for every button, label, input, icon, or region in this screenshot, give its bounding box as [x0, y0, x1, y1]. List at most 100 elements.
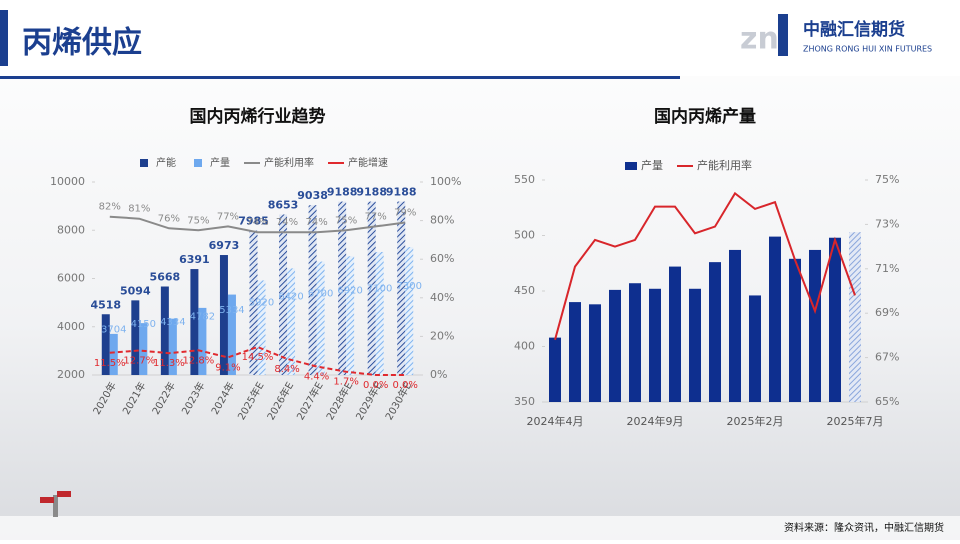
bar	[809, 249, 821, 402]
bar-value-label: 5920	[249, 298, 274, 309]
bar	[649, 288, 661, 402]
bar	[669, 266, 681, 402]
bar-value-label: 4782	[190, 311, 215, 322]
bar-value-label: 9188	[356, 186, 387, 199]
header-accent	[0, 10, 8, 66]
slide-title: 丙烯供应	[22, 26, 142, 61]
header-rule	[0, 76, 680, 79]
y2-tick-label: 69%	[875, 306, 899, 319]
bar-value-label: 6700	[308, 288, 333, 299]
x-tick-label: 2025年2月	[727, 414, 784, 428]
line-value-label: 75%	[187, 215, 209, 226]
y-tick-label: 450	[514, 284, 535, 297]
bar	[101, 314, 110, 375]
line-value-label: 9.1%	[215, 362, 240, 373]
logo-mark: zn	[740, 22, 779, 57]
bar	[316, 261, 325, 375]
y2-tick-label: 60%	[430, 252, 454, 265]
y2-tick-label: 40%	[430, 291, 454, 304]
bar-value-label: 5094	[120, 284, 151, 297]
bar	[190, 269, 199, 375]
logo-subtext: ZHONG RONG HUI XIN FUTURES	[803, 45, 932, 54]
y2-tick-label: 100%	[430, 175, 461, 188]
legend-label: 产能利用率	[264, 156, 314, 169]
y-tick-label: 4000	[57, 320, 85, 333]
bar	[227, 294, 236, 375]
bar	[405, 247, 414, 375]
bar-value-label: 3704	[101, 324, 126, 335]
y-tick-label: 6000	[57, 272, 85, 285]
bar-value-label: 5334	[219, 305, 244, 316]
line-value-label: 1.7%	[333, 377, 358, 388]
line-value-label: 0.0%	[363, 380, 388, 391]
bar	[308, 205, 317, 375]
line-series	[109, 215, 406, 234]
line-value-label: 82%	[99, 202, 121, 213]
bar-value-label: 6973	[209, 239, 240, 252]
y2-tick-label: 65%	[875, 395, 899, 408]
bar	[397, 201, 406, 375]
line-series	[554, 191, 856, 341]
bar-value-label: 7985	[238, 215, 269, 228]
bar-value-label: 4518	[90, 298, 121, 311]
y-tick-label: 350	[514, 395, 535, 408]
x-tick-label: 2025年7月	[827, 414, 884, 428]
y-tick-label: 2000	[57, 368, 85, 381]
source-note: 资料来源：隆众资讯，中融汇信期货	[784, 521, 944, 534]
bar	[589, 304, 601, 402]
bar-value-label: 8653	[268, 198, 299, 211]
bar	[160, 286, 169, 375]
legend-label: 产能	[156, 156, 176, 169]
legend-swatch	[140, 159, 148, 167]
bar	[249, 230, 258, 375]
line-series	[109, 345, 406, 376]
bar	[257, 280, 266, 375]
line-value-label: 74%	[305, 217, 327, 228]
line-value-label: 11.3%	[153, 358, 185, 369]
bar	[375, 251, 384, 375]
legend-label: 产能增速	[348, 156, 388, 169]
bar-value-label: 9038	[297, 189, 328, 202]
bar	[769, 236, 781, 402]
bar-value-label: 9188	[327, 186, 358, 199]
x-tick-label: 2024年9月	[627, 414, 684, 428]
y2-tick-label: 75%	[875, 173, 899, 186]
y2-tick-label: 71%	[875, 262, 899, 275]
bar	[346, 256, 355, 375]
y-tick-label: 400	[514, 340, 535, 353]
y2-tick-label: 67%	[875, 351, 899, 364]
bar-value-label: 4334	[160, 317, 185, 328]
chart-title: 国内丙烯产量	[654, 106, 756, 126]
y-tick-label: 8000	[57, 223, 85, 236]
line-value-label: 12.7%	[123, 355, 155, 366]
bar-value-label: 7100	[367, 283, 392, 294]
line-value-label: 76%	[158, 213, 180, 224]
bar-value-label: 7300	[397, 281, 422, 292]
bar	[789, 258, 801, 402]
bar-value-label: 6920	[337, 286, 362, 297]
bar	[549, 337, 561, 402]
bar	[131, 300, 140, 375]
bar-value-label: 6391	[179, 253, 210, 266]
logo-text: 中融汇信期货	[803, 19, 905, 40]
bar-value-label: 4150	[131, 319, 156, 330]
bar	[729, 249, 741, 402]
y2-tick-label: 73%	[875, 217, 899, 230]
line-value-label: 75%	[335, 215, 357, 226]
bar	[279, 214, 288, 375]
bar	[168, 318, 177, 375]
line-value-label: 12.8%	[183, 355, 215, 366]
bar-value-label: 5668	[150, 271, 181, 284]
legend-label: 产量	[641, 158, 663, 172]
y-tick-label: 500	[514, 229, 535, 242]
bar	[829, 237, 841, 402]
bar	[629, 283, 641, 402]
y2-tick-label: 80%	[430, 214, 454, 227]
line-value-label: 79%	[394, 208, 416, 219]
line-value-label: 74%	[276, 217, 298, 228]
bar	[569, 302, 581, 402]
bar	[219, 255, 228, 375]
bar	[749, 295, 761, 402]
bar	[109, 333, 118, 375]
